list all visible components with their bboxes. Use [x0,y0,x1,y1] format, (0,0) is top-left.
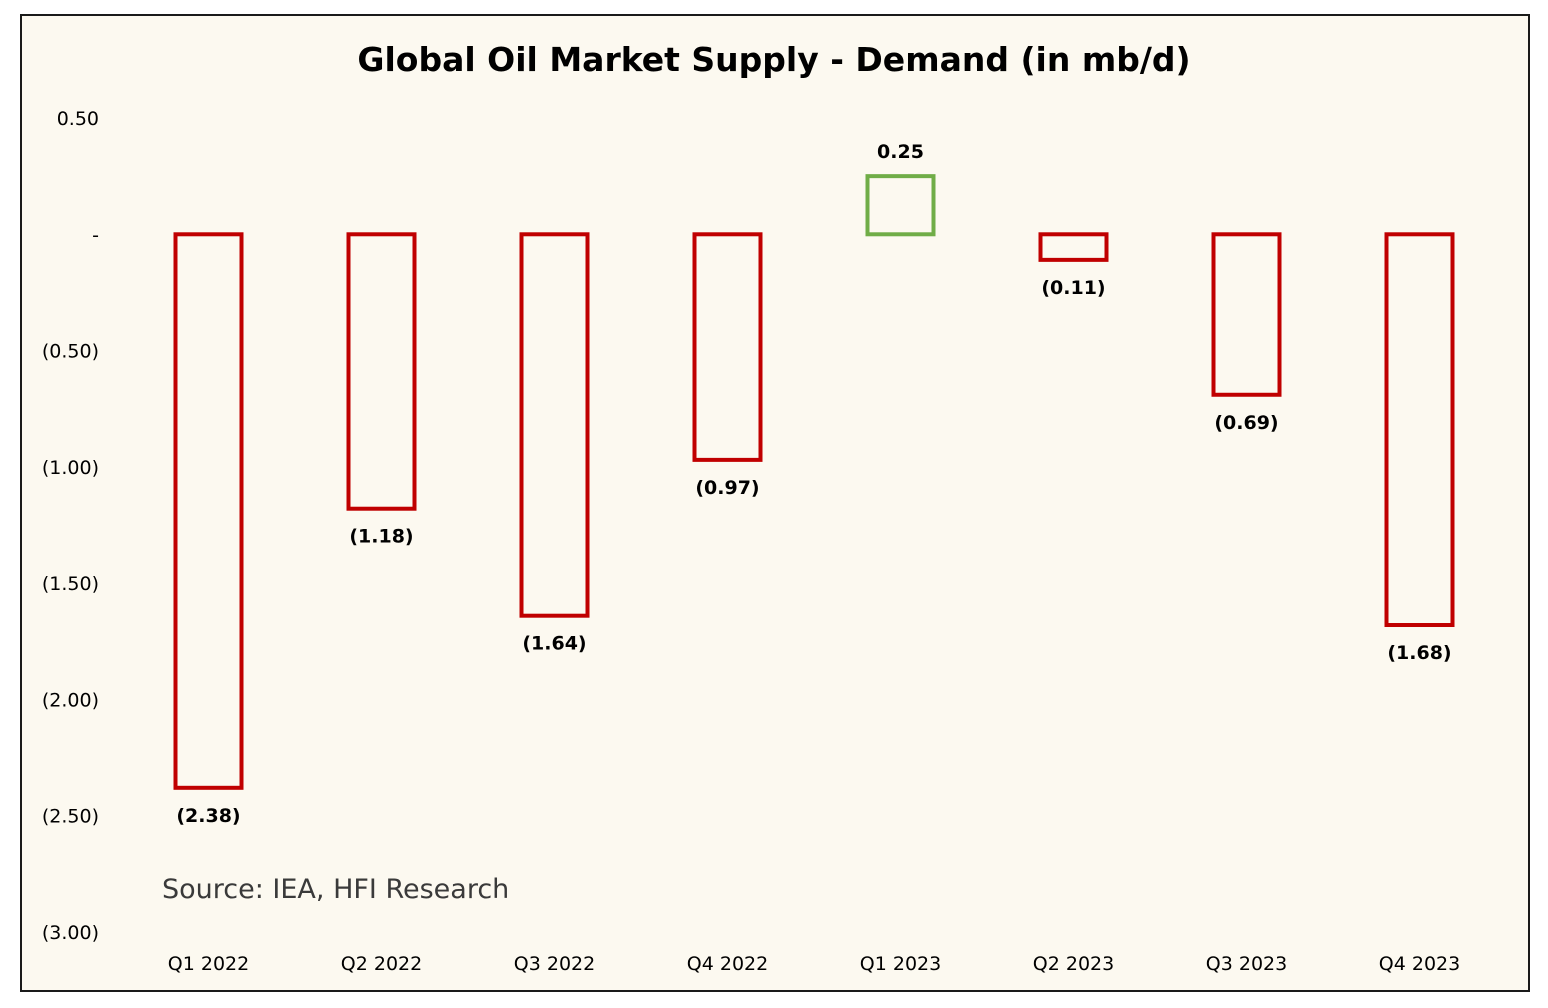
x-tick-label: Q1 2023 [860,953,941,975]
y-tick-label: 0.50 [57,108,99,130]
data-label: (0.11) [1041,277,1105,299]
chart-frame [20,14,1530,992]
source-note: Source: IEA, HFI Research [162,874,510,905]
y-tick-label: (0.50) [42,341,99,363]
data-label: (1.68) [1387,642,1451,664]
data-label: (0.69) [1214,412,1278,434]
x-tick-label: Q2 2022 [341,953,422,975]
x-tick-label: Q2 2023 [1033,953,1114,975]
x-tick-label: Q3 2022 [514,953,595,975]
y-axis: 0.50 - (0.50) (1.00) (1.50) (2.00) (2.50) (3.00… [42,108,99,944]
y-tick-label: (2.00) [42,689,99,711]
y-tick-label: (1.00) [42,457,99,479]
bar [1038,232,1109,262]
x-tick-label: Q1 2022 [168,953,249,975]
bar [519,232,590,618]
bar [1384,232,1455,628]
bar [865,174,936,237]
x-tick-label: Q4 2023 [1379,953,1460,975]
bars [173,174,1455,790]
data-label: (0.97) [695,477,759,499]
y-tick-label: - [92,224,99,246]
x-axis: Q1 2022 Q2 2022 Q3 2022 Q4 2022 Q1 2023 Q2 20… [168,953,1460,975]
bar [1211,232,1282,397]
data-labels: (2.38) (1.18) (1.64) (0.97) 0.25 (0.11) (0.69)… [176,141,1451,827]
y-tick-label: (2.50) [42,806,99,828]
chart-title: Global Oil Market Supply - Demand (in mb… [357,40,1191,79]
x-tick-label: Q3 2023 [1206,953,1287,975]
y-tick-label: (1.50) [42,573,99,595]
x-tick-label: Q4 2022 [687,953,768,975]
data-label: (1.64) [522,633,586,655]
bar [346,232,417,511]
data-label: 0.25 [877,141,924,163]
bar [692,232,763,462]
data-label: (2.38) [176,805,240,827]
data-label: (1.18) [349,526,413,548]
y-tick-label: (3.00) [42,922,99,944]
bar [173,232,244,790]
